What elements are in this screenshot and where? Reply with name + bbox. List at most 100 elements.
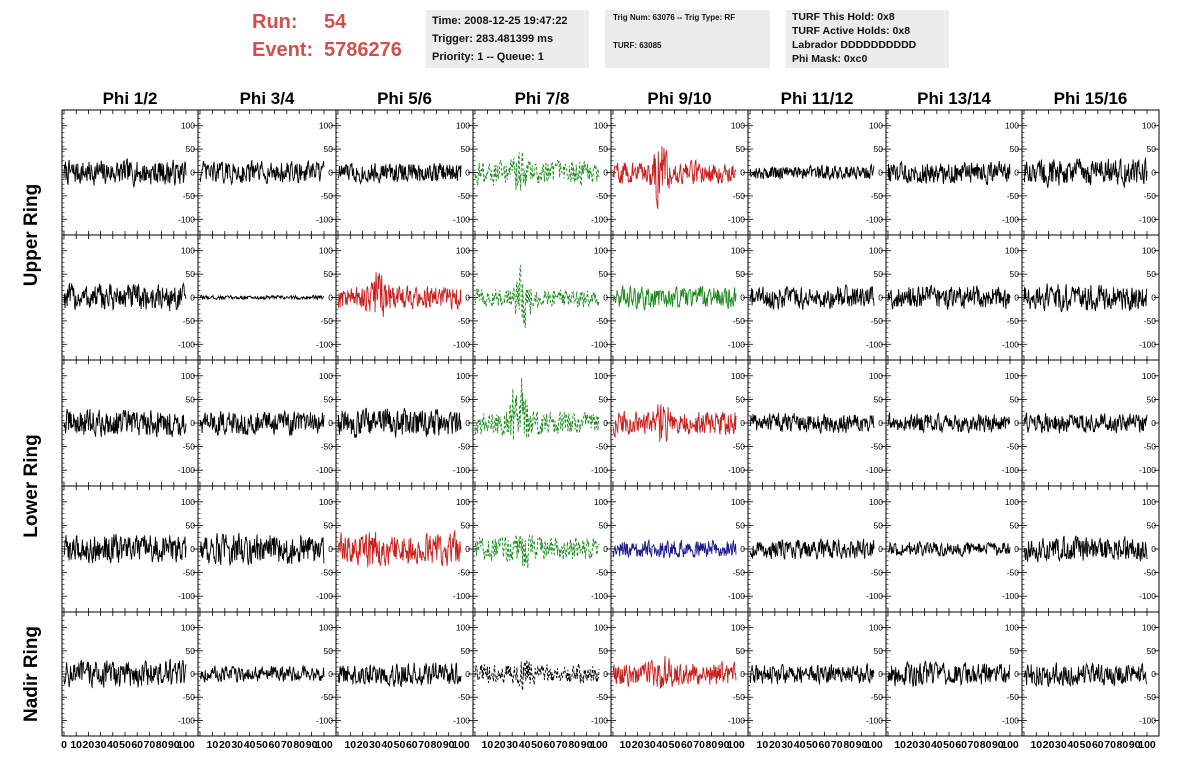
y-tick-label: 50: [1010, 646, 1020, 656]
y-tick-label: 0: [1014, 293, 1019, 303]
y-tick-label: 0: [1151, 544, 1156, 554]
y-tick-label: -50: [458, 191, 471, 201]
x-tick-label: 10: [619, 739, 631, 751]
waveform-trace: [63, 158, 187, 189]
x-tick-label: 10: [344, 739, 356, 751]
waveform-trace: [612, 538, 737, 559]
y-tick-label: -50: [596, 568, 609, 578]
y-tick-label: 100: [731, 371, 745, 381]
y-tick-label: -100: [591, 465, 608, 475]
y-tick-label: 50: [324, 520, 334, 530]
waveform-trace: [1023, 535, 1148, 563]
time-text: Time: 2008-12-25 19:47:22: [432, 15, 568, 27]
y-tick-label: -50: [458, 692, 471, 702]
run-label: Run:: [252, 11, 298, 33]
y-tick-label: 100: [1005, 371, 1019, 381]
x-tick-label: 40: [656, 739, 668, 751]
x-tick-label: 30: [781, 739, 793, 751]
y-tick-label: -100: [316, 591, 333, 601]
y-tick-label: 0: [1014, 168, 1019, 178]
waveform-trace: [887, 540, 1011, 558]
x-tick-label: 90: [718, 739, 730, 751]
x-tick-label: 30: [231, 739, 243, 751]
y-tick-label: -50: [733, 191, 746, 201]
x-tick-label: 100: [590, 739, 608, 751]
y-tick-label: -50: [871, 316, 884, 326]
x-tick-label: 60: [269, 739, 281, 751]
y-tick-label: 50: [874, 646, 884, 656]
waveform-trace: [1023, 283, 1148, 313]
x-tick-label: 70: [281, 739, 293, 751]
x-tick-label: 80: [568, 739, 580, 751]
waveform-trace: [199, 409, 325, 437]
y-tick-label: 0: [1014, 544, 1019, 554]
y-tick-label: -100: [866, 339, 883, 349]
y-tick-label: 0: [740, 293, 745, 303]
y-tick-label: -50: [458, 442, 471, 452]
y-tick-label: 50: [324, 394, 334, 404]
ring-label: Lower Ring: [21, 434, 42, 537]
y-tick-label: 0: [740, 418, 745, 428]
y-tick-label: -50: [321, 191, 334, 201]
x-tick-label: 20: [494, 739, 506, 751]
y-tick-label: 100: [594, 497, 608, 507]
y-tick-label: -100: [591, 339, 608, 349]
y-tick-label: -50: [1007, 692, 1020, 702]
y-tick-label: -100: [866, 715, 883, 725]
y-tick-label: -50: [733, 568, 746, 578]
y-tick-label: -50: [1007, 316, 1020, 326]
x-tick-label: 30: [919, 739, 931, 751]
y-tick-label: 100: [1142, 623, 1156, 633]
y-tick-label: 100: [1005, 497, 1019, 507]
y-tick-label: -50: [183, 692, 196, 702]
x-tick-label: 60: [1092, 739, 1104, 751]
y-tick-label: 0: [465, 544, 470, 554]
y-tick-label: 0: [740, 544, 745, 554]
x-tick-label: 10: [207, 739, 219, 751]
y-tick-label: -50: [871, 692, 884, 702]
waveform-trace: [63, 534, 187, 564]
y-tick-label: -100: [728, 591, 745, 601]
column-header: Phi 11/12: [781, 89, 854, 108]
x-tick-label: 20: [83, 739, 95, 751]
x-tick-label: 30: [369, 739, 381, 751]
y-tick-label: -100: [178, 465, 195, 475]
waveform-trace: [612, 404, 737, 442]
y-tick-label: -50: [871, 191, 884, 201]
y-tick-label: -100: [1002, 214, 1019, 224]
waveform-trace: [749, 412, 875, 434]
y-tick-label: 100: [869, 371, 883, 381]
y-tick-label: 0: [328, 544, 333, 554]
ring-label: Nadir Ring: [21, 626, 42, 722]
x-tick-label: 90: [992, 739, 1004, 751]
y-tick-label: 0: [465, 293, 470, 303]
y-tick-label: 0: [465, 418, 470, 428]
y-tick-label: 100: [869, 246, 883, 256]
y-tick-label: -100: [316, 214, 333, 224]
y-tick-label: 0: [1151, 293, 1156, 303]
time-trigger-panel: Time: 2008-12-25 19:47:22 Trigger: 283.4…: [426, 10, 589, 68]
x-tick-label: 20: [1043, 739, 1055, 751]
y-tick-label: -50: [1144, 191, 1157, 201]
trigger-text: Trigger: 283.481399 ms: [432, 33, 554, 45]
y-tick-label: 100: [319, 497, 333, 507]
y-tick-label: 0: [878, 168, 883, 178]
x-tick-label: 40: [519, 739, 531, 751]
y-tick-label: 100: [731, 121, 745, 131]
y-tick-label: -50: [1007, 442, 1020, 452]
y-tick-label: 50: [736, 646, 746, 656]
x-tick-label: 40: [107, 739, 119, 751]
y-tick-label: 100: [594, 623, 608, 633]
y-tick-label: -100: [316, 465, 333, 475]
y-tick-label: -100: [1002, 715, 1019, 725]
y-tick-label: 100: [456, 497, 470, 507]
y-tick-label: 50: [736, 520, 746, 530]
x-tick-label: 10: [1030, 739, 1042, 751]
x-tick-label: 70: [1104, 739, 1116, 751]
x-tick-label: 90: [168, 739, 180, 751]
x-tick-label: 50: [256, 739, 268, 751]
y-tick-label: -100: [591, 591, 608, 601]
y-tick-label: 50: [874, 269, 884, 279]
column-header: Phi 1/2: [103, 89, 158, 108]
waveform-trace: [612, 145, 737, 209]
